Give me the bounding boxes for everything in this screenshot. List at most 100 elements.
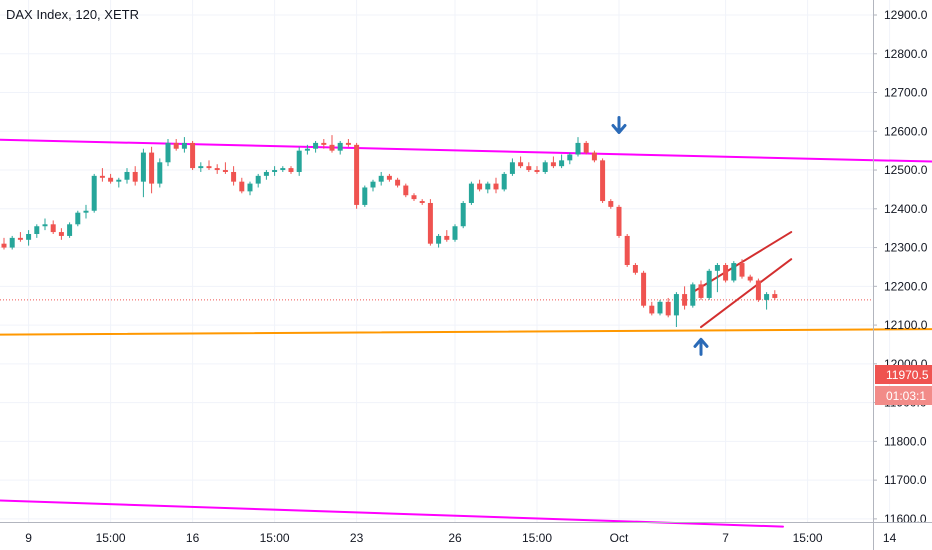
candle [706,268,712,300]
candle [9,235,15,250]
candle-body [272,170,278,172]
candle-body [419,201,425,203]
price-badge-label: 11970.5 [886,368,929,382]
countdown-badge-bg [875,386,932,405]
candle-body [673,294,679,316]
candle-body [58,232,64,236]
candle-body [632,265,638,273]
candle [181,137,187,153]
candle-body [509,162,515,174]
candle [550,156,556,169]
candle [649,301,655,316]
candle [58,228,64,240]
candle [436,233,442,248]
candle [682,286,688,310]
candle [501,171,507,192]
candle [690,282,696,308]
candle-body [436,235,442,244]
candle-body [67,224,73,236]
candle-body [493,183,499,190]
candle-body [378,175,384,182]
candle-body [42,224,48,227]
y-tick-label: 11600.0 [884,512,927,526]
candle-body [600,160,606,202]
candle-body [518,162,524,167]
x-tick-label: 9 [25,531,32,545]
candle [108,173,114,184]
candles [1,135,778,328]
candle [304,144,310,155]
candle-body [313,142,319,149]
candle [624,233,630,267]
candle-body [452,226,458,240]
candle-body [772,294,778,298]
candle-body [755,280,761,300]
candle [83,204,89,219]
candle [755,278,761,302]
candle-body [468,183,474,203]
candle-body [329,144,335,151]
candle-body [370,181,376,188]
candle [165,139,171,167]
support [0,328,932,336]
candle [411,193,417,202]
y-axis[interactable]: 11600.011700.011800.011900.012000.012100… [873,0,932,550]
candle [419,199,425,205]
candle-body [608,201,614,207]
candle [50,220,56,234]
candle [280,166,286,172]
candle-body [34,226,40,234]
candle-body [641,272,647,306]
down-arrow [611,115,627,134]
candle-body [485,183,491,190]
candle [714,263,720,293]
y-tick-label: 12900.0 [884,8,928,22]
y-tick-label: 12300.0 [884,241,928,255]
candle [403,183,409,198]
candle [370,179,376,192]
candle-body [477,183,483,190]
candle [444,230,450,242]
candle-body [550,162,556,167]
candle-body [304,148,310,151]
candle [460,201,466,229]
x-tick-label: 15:00 [522,531,552,545]
candle [124,168,130,184]
candle [657,299,663,316]
candle-body [591,152,597,161]
candle-body [337,142,343,151]
candle [116,177,122,188]
y-tick-label: 11700.0 [884,473,927,487]
y-tick-label: 12400.0 [884,202,928,216]
candle [518,156,524,169]
candle [75,210,81,227]
x-tick-label: 15:00 [96,531,126,545]
candle [583,140,589,155]
x-axis[interactable]: 9 15:00 16 15:00 23 26 15:00 Oct 7 15:00 14 [0,522,932,546]
candle-body [345,142,351,145]
candle [214,164,220,174]
candle-body [501,173,507,190]
candle-body [26,233,32,240]
candle [608,199,614,209]
candle [132,166,138,186]
candle-body [354,144,360,205]
up-arrow [693,337,709,356]
y-tick-label: 12800.0 [884,47,928,61]
x-tick-label: 7 [722,531,729,545]
candle-body [239,181,245,192]
candle [378,171,384,186]
candle [468,181,474,205]
candle [641,270,647,308]
candle-body [427,202,433,244]
candle-body [206,166,212,169]
x-tick-label: 15:00 [260,531,290,545]
candle-body [99,175,105,178]
candle-body [91,175,97,211]
candle [354,142,360,209]
x-tick-label: 16 [186,531,200,545]
candle [485,181,491,194]
candle-body [444,235,450,240]
